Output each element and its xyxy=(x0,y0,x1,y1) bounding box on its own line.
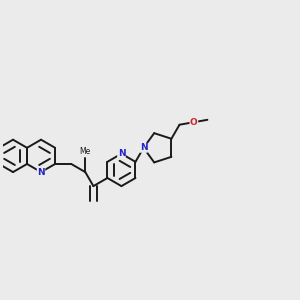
Text: Me: Me xyxy=(80,147,91,156)
Text: N: N xyxy=(37,168,45,177)
Text: N: N xyxy=(118,149,125,158)
Text: O: O xyxy=(190,118,198,127)
Text: N: N xyxy=(140,143,147,152)
